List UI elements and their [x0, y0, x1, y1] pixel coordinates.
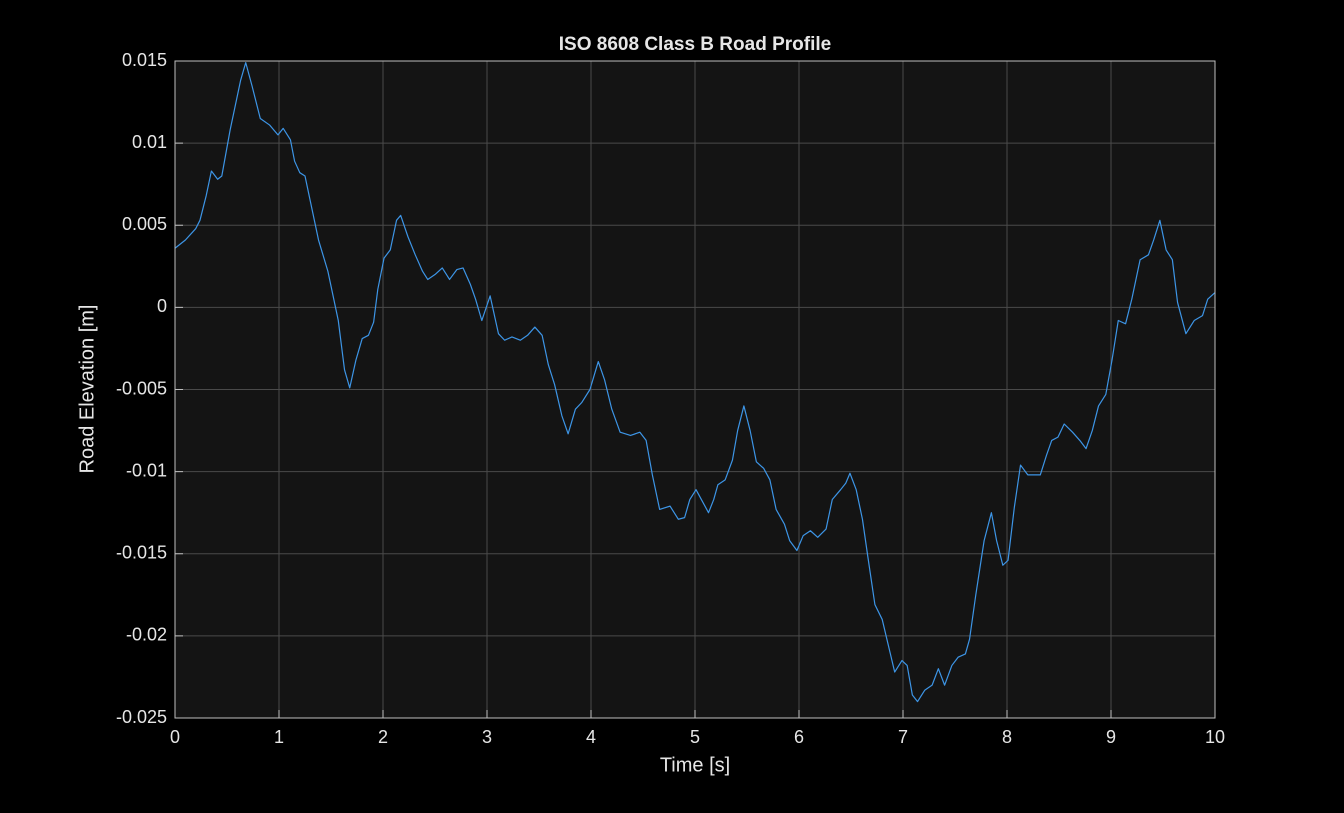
y-tick-label: 0 [157, 296, 167, 316]
y-tick-label: -0.025 [116, 707, 167, 727]
x-tick-label: 10 [1205, 727, 1225, 747]
x-tick-label: 6 [794, 727, 804, 747]
x-tick-label: 2 [378, 727, 388, 747]
data-line [174, 62, 1216, 703]
y-tick-label: 0.01 [132, 132, 167, 152]
y-tick-label: 0.005 [122, 214, 167, 234]
x-tick-label: 1 [274, 727, 284, 747]
x-tick-label: 3 [482, 727, 492, 747]
x-tick-label: 8 [1002, 727, 1012, 747]
x-axis-label: Time [s] [660, 754, 730, 776]
y-tick-label: 0.015 [122, 50, 167, 70]
x-tick-label: 0 [170, 727, 180, 747]
x-tick-label: 9 [1106, 727, 1116, 747]
y-axis-label: Road Elevation [m] [76, 305, 98, 474]
x-tick-label: 5 [690, 727, 700, 747]
y-tick-label: -0.005 [116, 378, 167, 398]
x-tick-label: 4 [586, 727, 596, 747]
data-lines [174, 62, 1216, 703]
x-tick-label: 7 [898, 727, 908, 747]
chart-title: ISO 8608 Class B Road Profile [559, 34, 831, 55]
y-tick-label: -0.01 [126, 460, 167, 480]
y-tick-label: -0.015 [116, 543, 167, 563]
y-tick-label: -0.02 [126, 625, 167, 645]
